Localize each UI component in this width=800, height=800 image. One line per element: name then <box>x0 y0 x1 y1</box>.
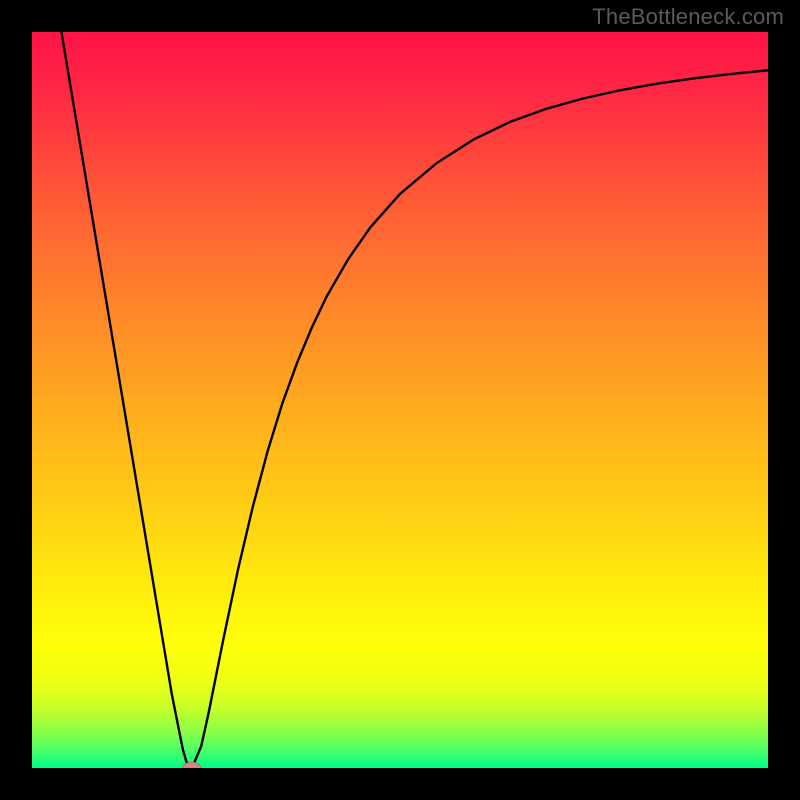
watermark-text: TheBottleneck.com <box>592 4 784 30</box>
chart-frame: TheBottleneck.com <box>0 0 800 800</box>
plot-area <box>32 32 768 768</box>
plot-svg <box>32 32 768 768</box>
gradient-background <box>32 32 768 768</box>
